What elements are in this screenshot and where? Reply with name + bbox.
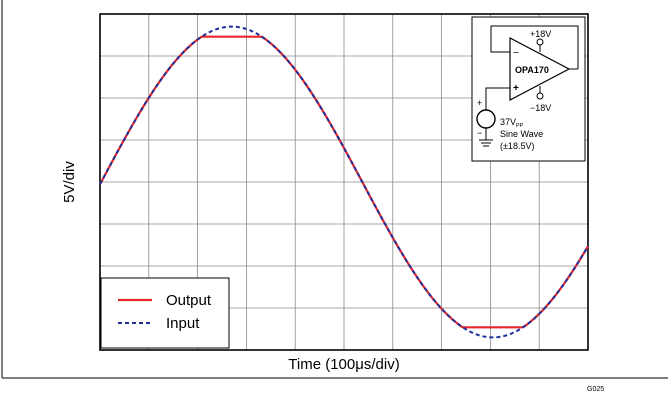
sine-source-symbol: [476, 109, 496, 129]
feedback-wire: [490, 25, 579, 69]
source-amplitude: (±18.5V): [500, 141, 534, 151]
source-wire: [485, 87, 510, 110]
source-minus-sign: −: [477, 128, 482, 138]
opamp-label: OPA170: [515, 65, 549, 75]
source-value: 37VPP: [500, 117, 524, 129]
circuit-inset: OPA170 − + +18V −18V + − 37VPP Sine Wave…: [471, 16, 586, 162]
opamp-symbol: [509, 37, 571, 101]
source-waveform: Sine Wave: [500, 129, 543, 139]
vneg-terminal: [536, 92, 544, 100]
vpos-terminal: [536, 38, 544, 46]
series-layer: [99, 25, 589, 339]
figure-id: G025: [587, 386, 604, 393]
vneg-label: −18V: [530, 103, 551, 113]
x-axis-label: Time (100μs/div): [288, 356, 399, 373]
legend-box: [100, 277, 230, 349]
series-input-line: [99, 25, 589, 339]
noninverting-sign: +: [513, 83, 519, 94]
legend-label-output: Output: [166, 292, 212, 309]
series-output-line: [99, 35, 589, 329]
source-plus-sign: +: [477, 98, 482, 108]
y-axis-label: 5V/div: [61, 161, 78, 203]
inverting-sign: −: [513, 48, 519, 59]
vpos-label: +18V: [530, 29, 551, 39]
legend-label-input: Input: [166, 315, 200, 332]
legend: Output Input: [100, 277, 230, 349]
